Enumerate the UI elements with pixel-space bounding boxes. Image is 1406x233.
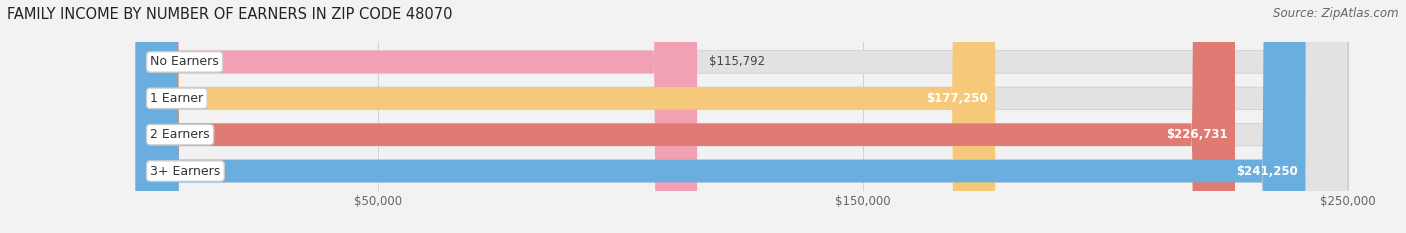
Text: $177,250: $177,250 xyxy=(927,92,988,105)
FancyBboxPatch shape xyxy=(136,0,697,233)
Text: 3+ Earners: 3+ Earners xyxy=(150,164,221,178)
FancyBboxPatch shape xyxy=(136,0,1348,233)
Text: Source: ZipAtlas.com: Source: ZipAtlas.com xyxy=(1274,7,1399,20)
FancyBboxPatch shape xyxy=(136,0,1348,233)
Text: No Earners: No Earners xyxy=(150,55,219,69)
Text: $115,792: $115,792 xyxy=(709,55,765,69)
FancyBboxPatch shape xyxy=(136,0,1234,233)
FancyBboxPatch shape xyxy=(136,0,1305,233)
Text: 2 Earners: 2 Earners xyxy=(150,128,209,141)
Text: $241,250: $241,250 xyxy=(1236,164,1298,178)
Text: $226,731: $226,731 xyxy=(1166,128,1227,141)
FancyBboxPatch shape xyxy=(136,0,995,233)
FancyBboxPatch shape xyxy=(136,0,1348,233)
FancyBboxPatch shape xyxy=(136,0,1348,233)
Text: FAMILY INCOME BY NUMBER OF EARNERS IN ZIP CODE 48070: FAMILY INCOME BY NUMBER OF EARNERS IN ZI… xyxy=(7,7,453,22)
Text: 1 Earner: 1 Earner xyxy=(150,92,204,105)
